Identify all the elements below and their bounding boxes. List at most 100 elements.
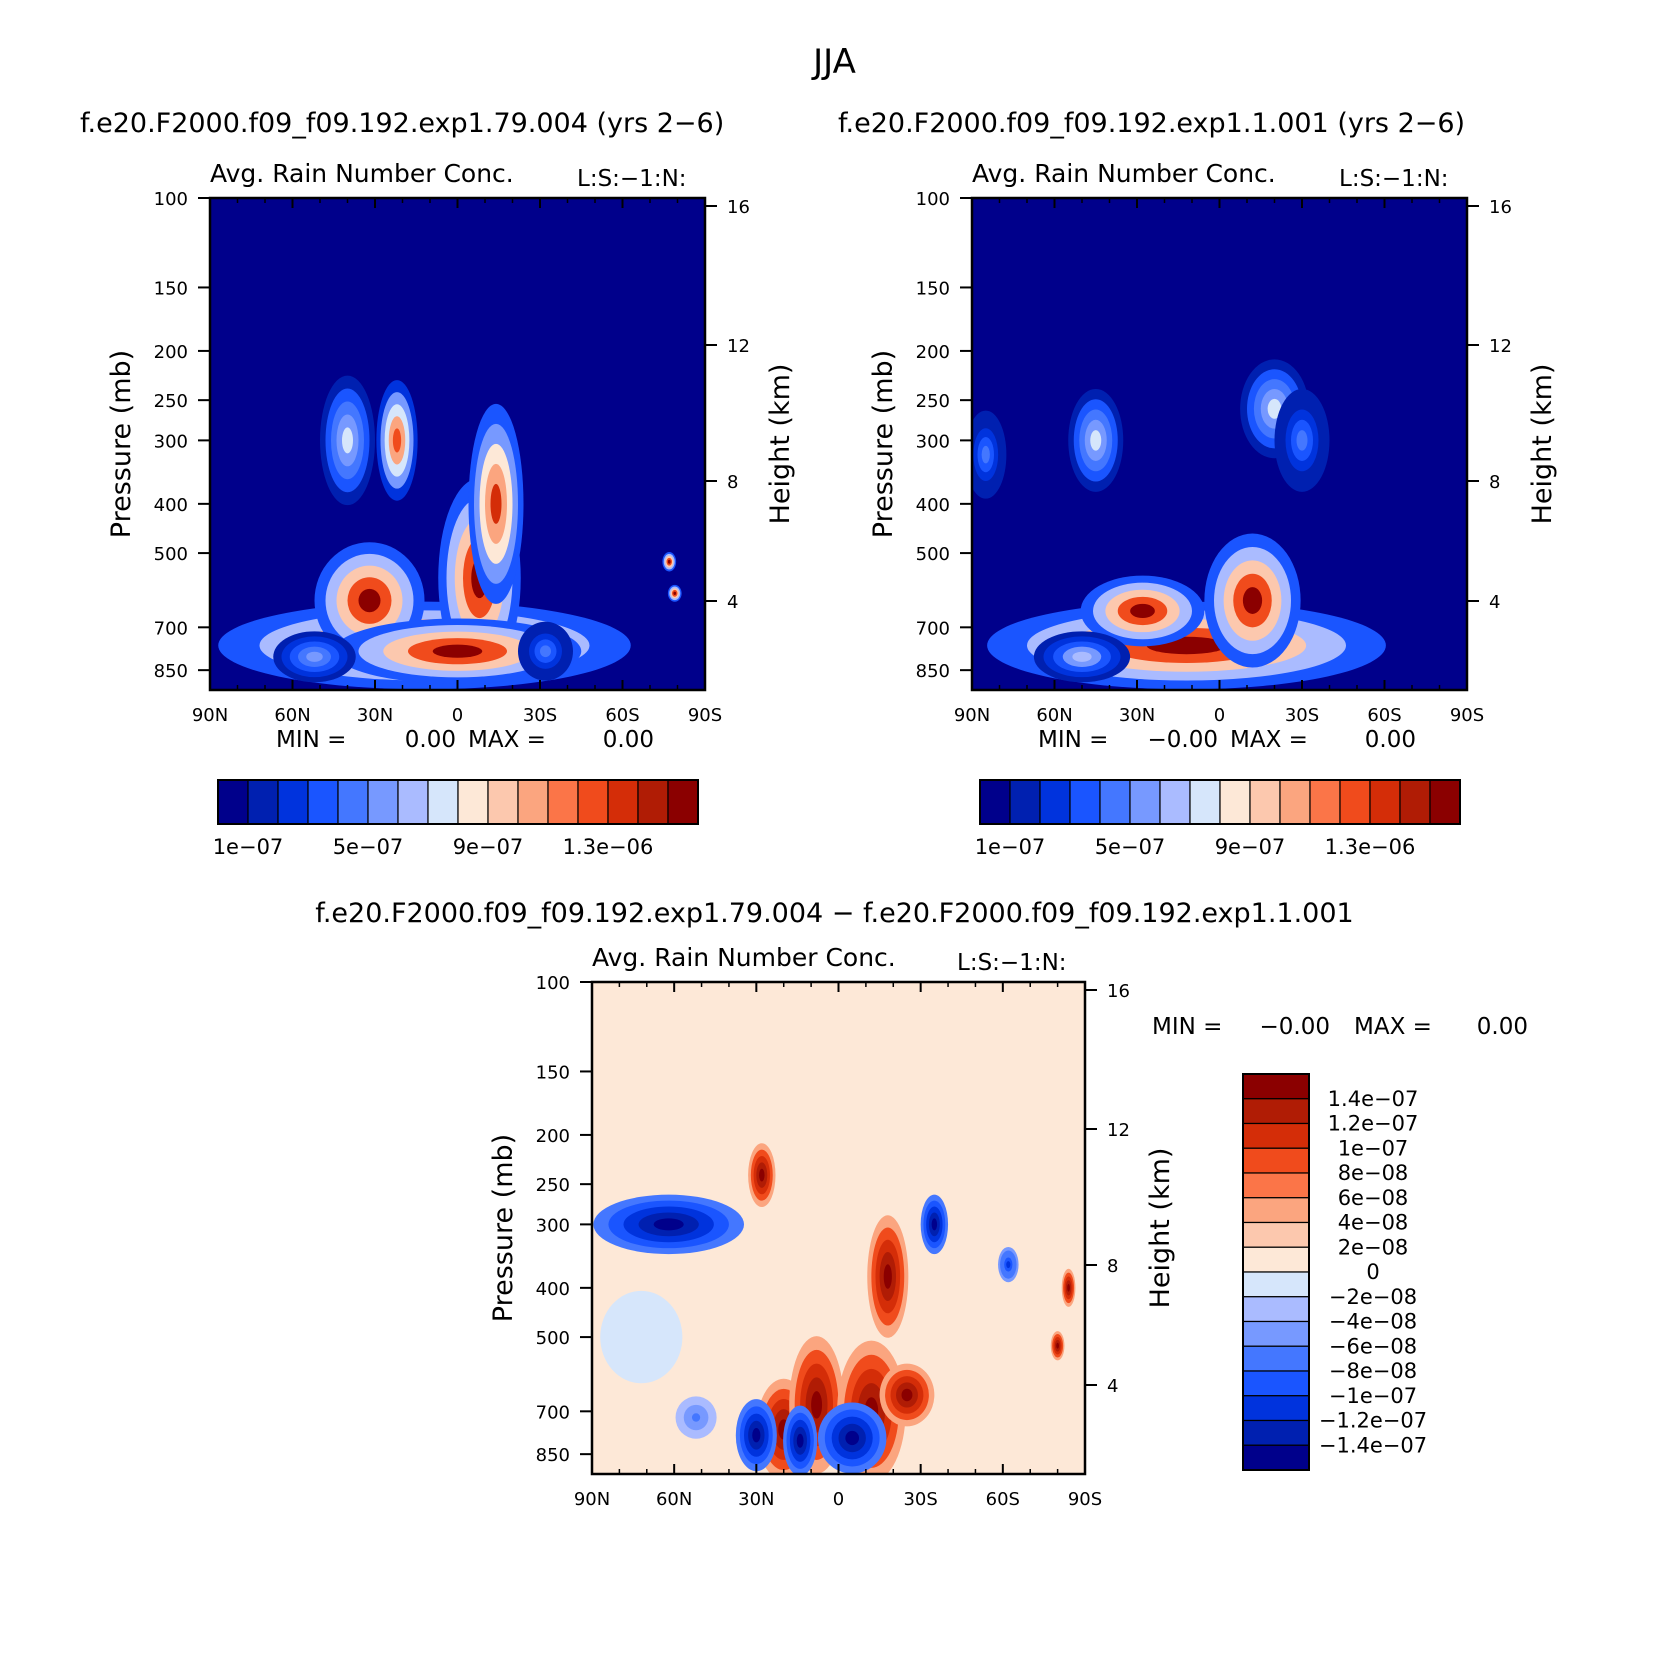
y2-axis-label: Height (km): [1145, 1148, 1176, 1309]
run-title-right: f.e20.F2000.f09_f09.192.exp1.1.001 (yrs …: [838, 108, 1466, 139]
colorbar-swatch: [1129, 779, 1161, 825]
colorbar-swatch: [1242, 1073, 1310, 1100]
contour-blob: [653, 1218, 684, 1231]
contour-blob: [306, 651, 323, 662]
colorbar-label: −1.4e−07: [1319, 1433, 1427, 1457]
colorbar-label: 5e−07: [1095, 835, 1166, 859]
y-tick-label: 150: [916, 278, 950, 299]
figure-title: JJA: [813, 42, 856, 82]
contour-blob: [811, 1391, 823, 1419]
colorbar-label: −6e−08: [1329, 1334, 1417, 1358]
colorbar-swatch: [667, 779, 699, 825]
colorbar-swatch: [1249, 779, 1281, 825]
colorbar-label: 9e−07: [1215, 835, 1286, 859]
colorbar-swatch: [457, 779, 489, 825]
colorbar-label: 6e−08: [1338, 1186, 1409, 1210]
stat-min-value: −0.00: [1260, 1014, 1330, 1040]
colorbar-label: −1.2e−07: [1319, 1409, 1427, 1433]
contour-blob: [1242, 587, 1263, 614]
colorbar-swatch: [307, 779, 339, 825]
run-title-left: f.e20.F2000.f09_f09.192.exp1.79.004 (yrs…: [80, 108, 725, 139]
colorbar-swatch: [1219, 779, 1251, 825]
contour-blob: [667, 559, 671, 564]
diff-title: f.e20.F2000.f09_f09.192.exp1.79.004 − f.…: [315, 898, 1354, 929]
x-tick-label: 30N: [357, 705, 393, 726]
contour-blob: [1072, 651, 1092, 662]
colorbar-label: 1.3e−06: [1325, 835, 1416, 859]
y-tick-label: 200: [154, 342, 188, 363]
contour-blob: [540, 645, 551, 658]
y-tick-label: 250: [536, 1175, 570, 1196]
panel-title: Avg. Rain Number Conc.: [592, 943, 896, 972]
y2-tick-label: 4: [1489, 592, 1500, 613]
x-tick-label: 90N: [192, 705, 228, 726]
y-tick-label: 300: [536, 1215, 570, 1236]
colorbar-swatch: [397, 779, 429, 825]
x-tick-label: 60S: [605, 705, 639, 726]
colorbar-swatch: [1099, 779, 1131, 825]
contour-blob: [796, 1433, 804, 1448]
colorbar-swatch: [1159, 779, 1191, 825]
contour-blob: [358, 588, 381, 613]
y-tick-label: 850: [154, 661, 188, 682]
colorbar-label: 1.3e−06: [563, 835, 654, 859]
x-tick-label: 0: [1214, 705, 1225, 726]
panel-subtitle: L:S:−1:N:: [577, 166, 687, 192]
colorbar-swatch: [1242, 1370, 1310, 1397]
colorbar-swatch: [1399, 779, 1431, 825]
colorbar-label: −4e−08: [1329, 1310, 1417, 1334]
colorbar-swatch: [427, 779, 459, 825]
panel-2: Avg. Rain Number Conc. L:S:−1:N: 90N 60N 30N…: [488, 943, 1528, 1510]
stat-min-label: MIN =: [1152, 1014, 1222, 1040]
x-tick-label: 0: [452, 705, 463, 726]
colorbar-swatch: [1242, 1172, 1310, 1199]
contour-blob: [633, 1327, 650, 1347]
x-tick-label: 90S: [1068, 1489, 1102, 1510]
colorbar-label: 1e−07: [975, 835, 1046, 859]
y-tick-label: 400: [154, 495, 188, 516]
contour-blob: [883, 1264, 892, 1289]
contour-blob: [1090, 430, 1102, 451]
colorbar-label: 8e−08: [1338, 1161, 1409, 1185]
stat-max-label: MAX =: [468, 727, 546, 753]
contour-blob: [1296, 430, 1308, 451]
x-tick-label: 30S: [523, 705, 557, 726]
y-tick-label: 100: [154, 189, 188, 210]
y2-axis-label: Height (km): [765, 364, 796, 525]
stat-max-value: 0.00: [1365, 727, 1416, 753]
colorbar-label: −8e−08: [1329, 1359, 1417, 1383]
colorbar-swatch: [1309, 779, 1341, 825]
contour-blob: [490, 483, 502, 524]
colorbar-swatch: [1242, 1296, 1310, 1323]
x-tick-label: 30S: [903, 1489, 937, 1510]
colorbar-swatch: [1242, 1395, 1310, 1422]
y-tick-label: 200: [916, 342, 950, 363]
colorbar-swatch: [1429, 779, 1461, 825]
contour-blob: [673, 591, 677, 596]
colorbar-swatch: [979, 779, 1011, 825]
stat-min-value: 0.00: [405, 727, 456, 753]
y2-tick-label: 8: [727, 472, 738, 493]
y2-tick-label: 8: [1489, 472, 1500, 493]
y-tick-label: 100: [536, 973, 570, 994]
colorbar-label: 9e−07: [453, 835, 524, 859]
panel-title: Avg. Rain Number Conc.: [210, 159, 514, 188]
y-tick-label: 500: [536, 1328, 570, 1349]
x-tick-label: 90N: [954, 705, 990, 726]
contour-blob: [759, 1168, 765, 1182]
y-tick-label: 700: [916, 618, 950, 639]
y-tick-label: 500: [916, 544, 950, 565]
colorbar-label: 1.4e−07: [1328, 1087, 1419, 1111]
colorbar-swatch: [1242, 1246, 1310, 1273]
x-tick-label: 90S: [688, 705, 722, 726]
colorbar-label: 2e−08: [1338, 1235, 1409, 1259]
colorbar-swatch: [217, 779, 249, 825]
y2-tick-label: 4: [727, 592, 738, 613]
x-tick-label: 30S: [1285, 705, 1319, 726]
y-axis-label: Pressure (mb): [106, 350, 137, 538]
panel-title: Avg. Rain Number Conc.: [972, 159, 1276, 188]
colorbar-swatch: [1069, 779, 1101, 825]
panel-subtitle: L:S:−1:N:: [1339, 166, 1449, 192]
colorbar-label: 1e−07: [1338, 1136, 1409, 1160]
y2-tick-label: 12: [727, 336, 750, 357]
